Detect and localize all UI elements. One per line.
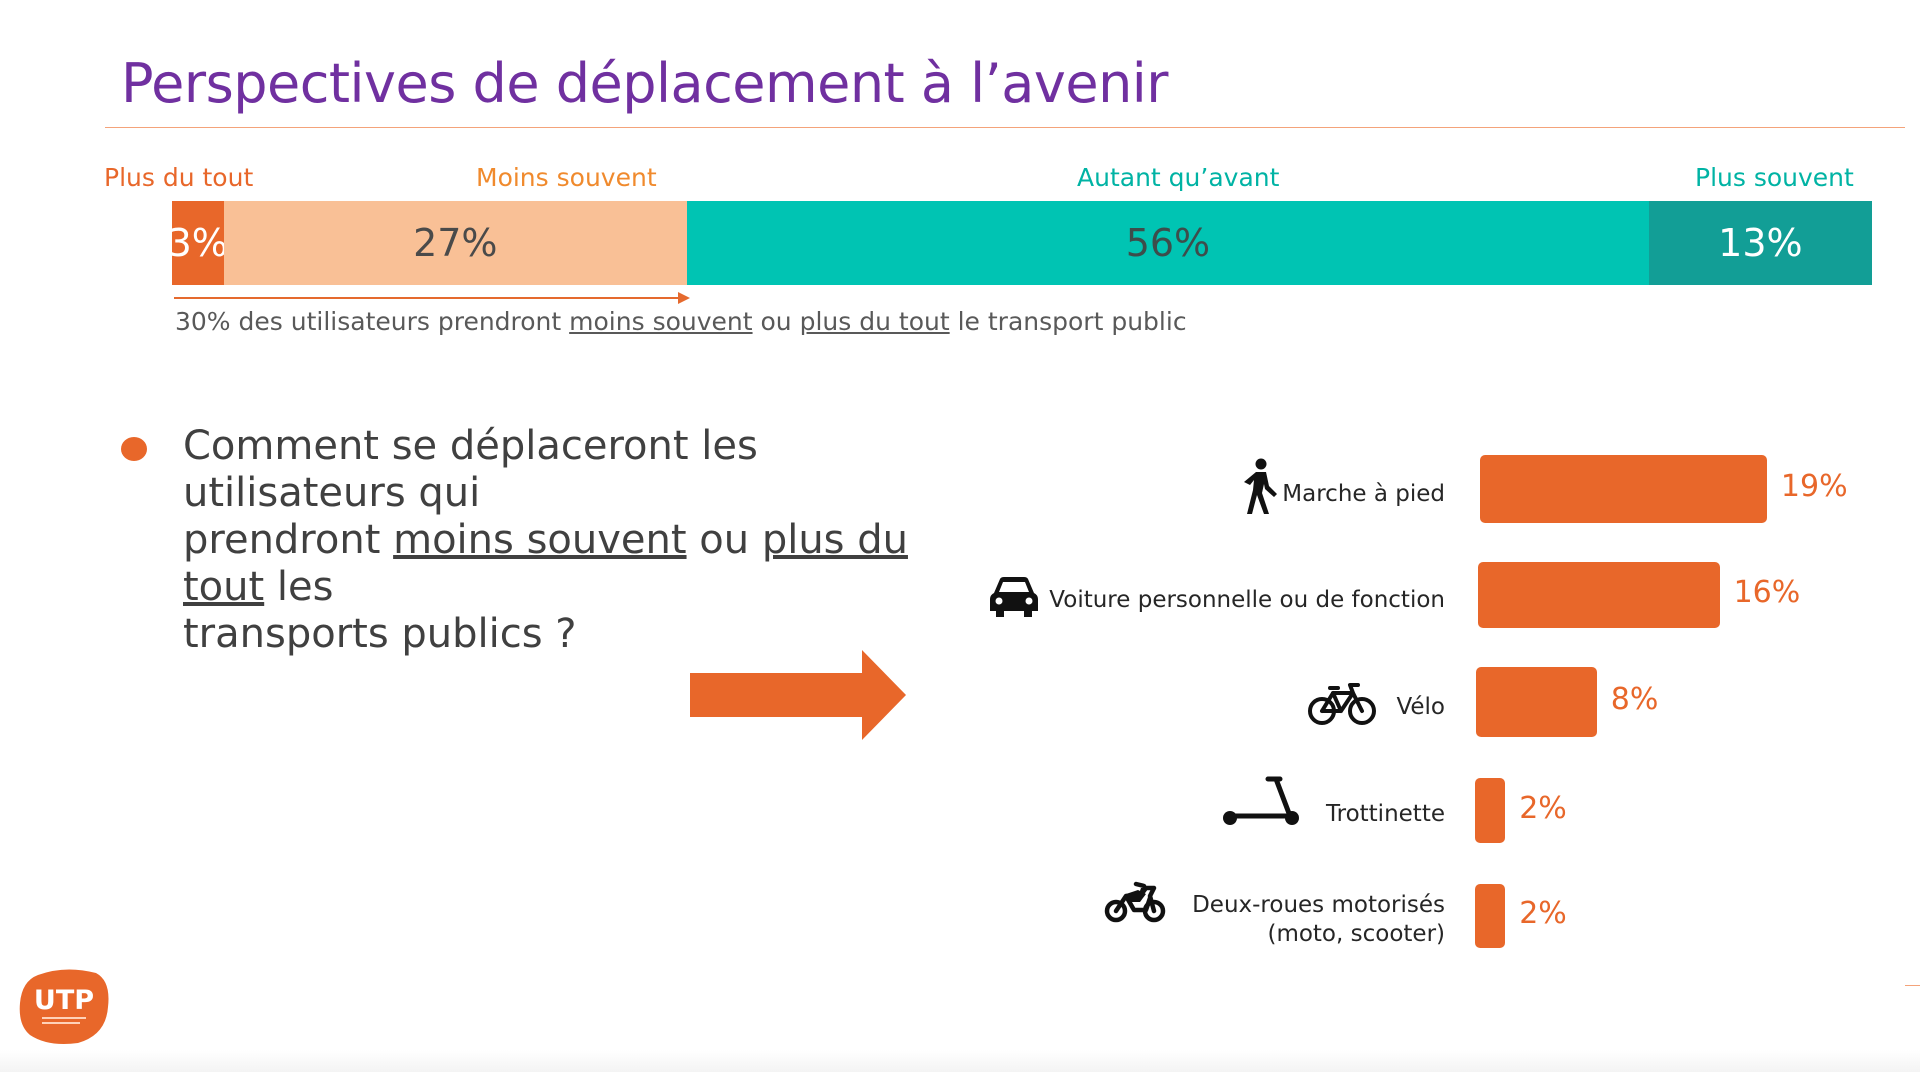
bar-value-label: 2%	[1519, 896, 1567, 931]
utp-logo: UTP	[19, 969, 109, 1044]
logo-text: UTP	[34, 985, 94, 1016]
legend-label-autant: Autant qu’avant	[1077, 163, 1280, 192]
legend-label-plus-souvent: Plus souvent	[1695, 163, 1854, 192]
category-label-line: Vélo	[1396, 694, 1445, 720]
bar-value-label: 2%	[1519, 790, 1567, 826]
segment-label-moins-souvent: 27%	[413, 221, 498, 265]
edge-divider	[1905, 985, 1920, 986]
bar-voiture	[1478, 562, 1720, 628]
category-label-line: Marche à pied	[1282, 481, 1445, 507]
range-note: 30% des utilisateurs prendront moins sou…	[175, 307, 1187, 336]
range-arrow-head	[678, 292, 690, 304]
bullet-icon	[121, 437, 147, 461]
question-underline-moins-souvent: moins souvent	[393, 517, 687, 563]
bar-value-label: 16%	[1733, 575, 1801, 610]
car-icon	[990, 577, 1038, 617]
stacked-bar: 3% 27% 56% 13%	[168, 201, 1872, 285]
bar-value-label: 8%	[1610, 682, 1659, 717]
question-line: transports publics ?	[183, 611, 577, 657]
question-text-part: les	[264, 564, 334, 610]
bar-value-label: 19%	[1780, 469, 1848, 504]
bar-trottinette	[1475, 778, 1506, 843]
range-arrow-line	[174, 297, 682, 299]
segment-label-plus-du-tout: 3%	[167, 221, 228, 265]
segment-plus-du-tout: 3%	[168, 201, 228, 285]
segment-autant: 56%	[687, 201, 1649, 285]
category-label: Voiture personnelle ou de fonction	[1049, 586, 1445, 615]
category-label: Marche à pied	[1282, 480, 1445, 509]
note-text: le transport public	[949, 307, 1187, 336]
segment-moins-souvent: 27%	[223, 201, 688, 285]
question-line: prendront moins souvent ou plus du tout …	[183, 517, 973, 611]
motorbike-icon	[1104, 881, 1166, 923]
title-divider	[105, 127, 1905, 128]
category-label-line: Voiture personnelle ou de fonction	[1049, 587, 1445, 613]
note-underline-plus-du-tout: plus du tout	[799, 307, 950, 336]
question-text-part: ou	[686, 517, 762, 563]
right-arrow-icon	[690, 650, 906, 740]
category-label: Deux-roues motorisés (moto, scooter)	[1192, 891, 1445, 949]
legend-label-moins-souvent: Moins souvent	[476, 163, 657, 192]
bar-deux-roues	[1475, 884, 1506, 948]
segment-label-plus-souvent: 13%	[1718, 221, 1803, 265]
note-underline-moins-souvent: moins souvent	[569, 307, 753, 336]
note-text: ou	[752, 307, 800, 336]
legend-label-plus-du-tout: Plus du tout	[104, 163, 254, 192]
bar-velo	[1476, 667, 1597, 737]
question-text: Comment se déplaceront les utilisateurs …	[183, 423, 973, 658]
walking-icon	[1244, 458, 1277, 514]
segment-plus-souvent: 13%	[1648, 201, 1872, 285]
bottom-band	[0, 1050, 1920, 1072]
page-title: Perspectives de déplacement à l’avenir	[121, 52, 1169, 115]
category-label-line: (moto, scooter)	[1267, 921, 1445, 947]
question-underline-plus-du-tout: plus du tout	[183, 517, 908, 610]
category-label-line: Deux-roues motorisés	[1192, 892, 1445, 918]
category-label-line: Trottinette	[1325, 801, 1445, 827]
question-line: Comment se déplaceront les utilisateurs …	[183, 423, 758, 516]
category-label: Trottinette	[1326, 800, 1445, 829]
bicycle-icon	[1308, 683, 1376, 725]
category-label: Vélo	[1396, 693, 1445, 722]
note-text: 30% des utilisateurs prendront	[175, 307, 570, 336]
segment-label-autant: 56%	[1125, 221, 1211, 265]
scooter-icon	[1223, 776, 1299, 825]
question-text-part: prendront	[183, 517, 394, 563]
bar-marche	[1480, 455, 1767, 523]
